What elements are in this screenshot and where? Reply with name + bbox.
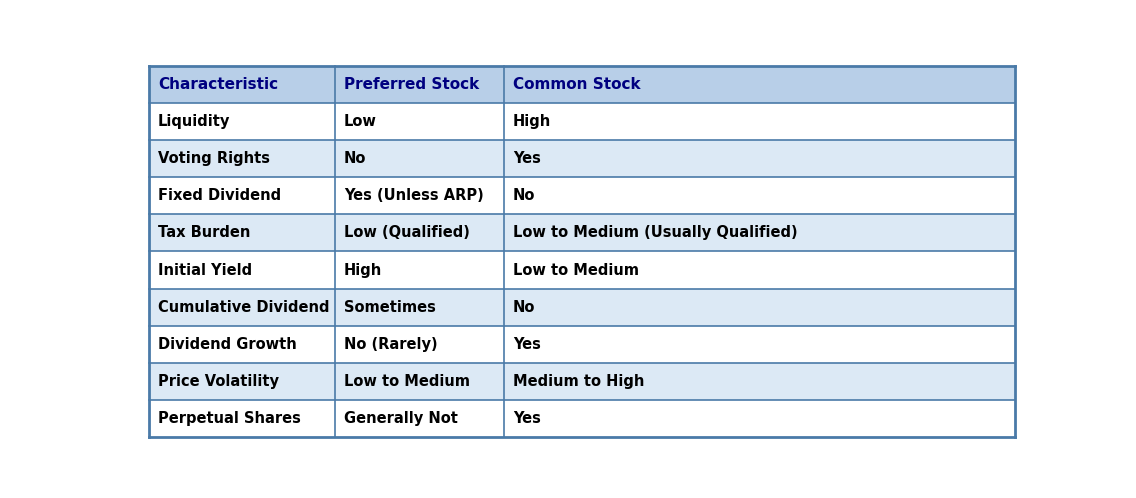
Text: Low to Medium: Low to Medium — [513, 262, 640, 277]
Text: Price Volatility: Price Volatility — [158, 374, 278, 389]
Bar — [504, 251, 1016, 289]
Text: Yes (Unless ARP): Yes (Unless ARP) — [344, 188, 484, 203]
Bar — [504, 400, 1016, 437]
Text: No: No — [344, 151, 367, 166]
Bar — [335, 251, 504, 289]
Bar — [149, 140, 335, 177]
Bar — [335, 289, 504, 326]
Bar — [335, 103, 504, 140]
Bar — [504, 363, 1016, 400]
Text: Generally Not: Generally Not — [344, 411, 458, 426]
Text: High: High — [344, 262, 383, 277]
Bar — [335, 400, 504, 437]
Text: Cumulative Dividend: Cumulative Dividend — [158, 300, 329, 315]
Text: Perpetual Shares: Perpetual Shares — [158, 411, 301, 426]
Text: No (Rarely): No (Rarely) — [344, 337, 437, 352]
Bar — [149, 400, 335, 437]
Text: Common Stock: Common Stock — [513, 77, 641, 92]
Bar — [149, 177, 335, 214]
Bar — [504, 103, 1016, 140]
Text: Liquidity: Liquidity — [158, 114, 231, 129]
Bar — [335, 214, 504, 251]
Text: Dividend Growth: Dividend Growth — [158, 337, 296, 352]
Bar — [504, 66, 1016, 103]
Bar — [149, 251, 335, 289]
Bar — [149, 214, 335, 251]
Text: Low to Medium: Low to Medium — [344, 374, 470, 389]
Bar — [335, 326, 504, 363]
Bar — [504, 326, 1016, 363]
Text: High: High — [513, 114, 551, 129]
Text: Low to Medium (Usually Qualified): Low to Medium (Usually Qualified) — [513, 226, 797, 241]
Text: Voting Rights: Voting Rights — [158, 151, 270, 166]
Text: Yes: Yes — [513, 337, 541, 352]
Bar — [335, 140, 504, 177]
Bar — [149, 66, 335, 103]
Text: Sometimes: Sometimes — [344, 300, 436, 315]
Text: Medium to High: Medium to High — [513, 374, 644, 389]
Text: Yes: Yes — [513, 151, 541, 166]
Bar — [149, 103, 335, 140]
Text: Tax Burden: Tax Burden — [158, 226, 250, 241]
Text: Fixed Dividend: Fixed Dividend — [158, 188, 281, 203]
Text: Characteristic: Characteristic — [158, 77, 278, 92]
Bar — [504, 289, 1016, 326]
Bar — [149, 289, 335, 326]
Text: Low: Low — [344, 114, 377, 129]
Bar — [335, 66, 504, 103]
Bar — [504, 214, 1016, 251]
Text: Yes: Yes — [513, 411, 541, 426]
Bar — [149, 326, 335, 363]
Bar — [335, 363, 504, 400]
Text: Preferred Stock: Preferred Stock — [344, 77, 479, 92]
Text: No: No — [513, 188, 535, 203]
Bar — [504, 177, 1016, 214]
Bar — [335, 177, 504, 214]
Text: Low (Qualified): Low (Qualified) — [344, 226, 470, 241]
Text: No: No — [513, 300, 535, 315]
Bar — [149, 363, 335, 400]
Text: Initial Yield: Initial Yield — [158, 262, 252, 277]
Bar — [504, 140, 1016, 177]
